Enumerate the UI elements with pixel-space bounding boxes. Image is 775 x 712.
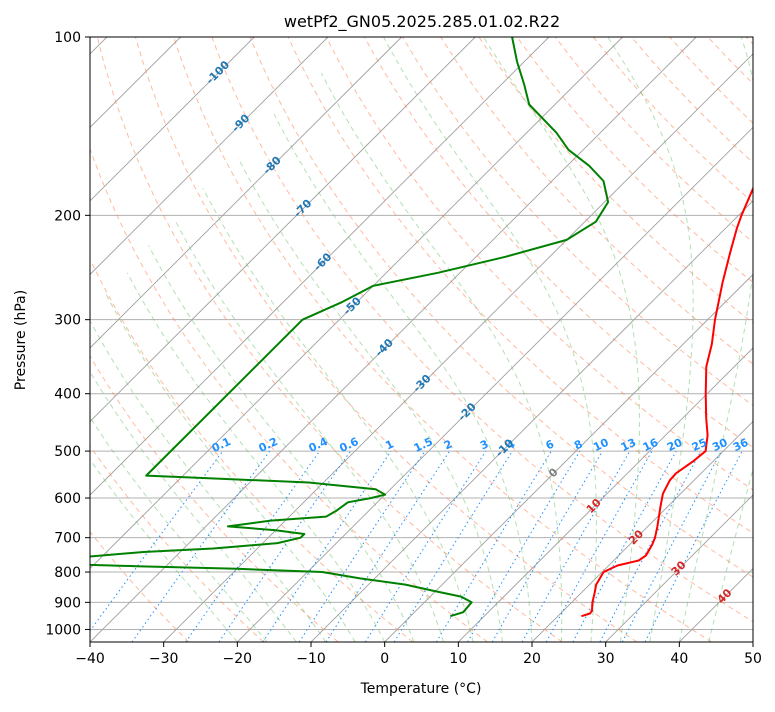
mixing-ratio-label: 0.4 [307, 435, 330, 455]
x-tick-label: 50 [744, 651, 762, 667]
moist-adiabat [85, 311, 326, 642]
dry-adiabat [441, 37, 775, 642]
y-tick-label: 1000 [45, 622, 81, 638]
isotherm-label: -90 [229, 111, 252, 134]
x-tick-label: 10 [449, 651, 467, 667]
moist-adiabat [176, 222, 444, 642]
mixing-ratio-label: 2 [442, 437, 454, 452]
moist-adiabat [49, 348, 266, 642]
isotherm-label: -80 [261, 154, 284, 177]
y-tick-label: 600 [54, 491, 81, 507]
dry-adiabat [0, 37, 263, 642]
mixing-ratio-line [468, 451, 580, 642]
isotherm-label: -100 [204, 58, 233, 87]
moist-adiabat [679, 37, 761, 642]
mixing-ratio-label: 0.6 [337, 435, 360, 455]
y-axis-title: Pressure (hPa) [13, 290, 29, 390]
y-tick-label: 500 [54, 444, 81, 460]
moist-adiabat [68, 332, 296, 642]
y-tick-label: 300 [54, 313, 81, 329]
x-tick-label: 20 [523, 651, 541, 667]
dry-adiabat [708, 37, 775, 642]
mixing-ratio-label: 6 [544, 437, 557, 452]
mixing-ratio-line [326, 451, 450, 642]
mixing-ratio-label: 1.5 [412, 435, 435, 455]
temperature-profile-line [581, 37, 775, 616]
mixing-ratio-line [263, 451, 391, 642]
mixing-ratio-line [645, 451, 742, 642]
moist-adiabat [709, 37, 775, 642]
isotherm-line [164, 37, 770, 642]
isotherm-line [458, 37, 775, 642]
isotherm-label: 30 [669, 558, 689, 578]
dry-adiabat [59, 37, 488, 642]
isotherm-line [311, 37, 775, 642]
dry-adiabat [212, 37, 775, 642]
mixing-ratio-label: 0.2 [257, 435, 280, 455]
isotherm-line [90, 37, 696, 642]
isotherm-label: -10 [493, 436, 516, 459]
y-tick-label: 200 [54, 208, 81, 224]
x-axis-title: Temperature (°C) [360, 681, 482, 697]
x-tick-label: −20 [223, 651, 253, 667]
y-tick-label: 700 [54, 531, 81, 547]
isotherm-line [0, 37, 254, 642]
y-tick-label: 900 [54, 595, 81, 611]
y-tick-label: 400 [54, 387, 81, 403]
isotherm-line [753, 37, 775, 642]
dry-adiabat [21, 37, 413, 642]
isotherm-label: -70 [291, 197, 314, 220]
chart-title: wetPf2_GN05.2025.285.01.02.R22 [284, 12, 560, 32]
moist-adiabat [608, 37, 693, 642]
dry-adiabat [746, 37, 775, 642]
dry-adiabat [517, 37, 775, 642]
mixing-ratio-label: 1 [383, 437, 395, 452]
mixing-ratio-line [394, 451, 512, 642]
x-tick-label: −10 [296, 651, 326, 667]
isotherm-line [679, 37, 775, 642]
isotherm-line [237, 37, 775, 642]
dry-adiabat [670, 37, 775, 642]
moist-adiabat [384, 37, 597, 642]
dry-adiabat [555, 37, 775, 642]
mixing-ratio-label: 3 [478, 437, 490, 452]
y-tick-label: 100 [54, 30, 81, 46]
axes: −40 −30 −20 −10 0 10 20 30 40 50 1000 900 800 700 600 5… [45, 30, 762, 667]
mixing-ratio-label: 0.1 [210, 435, 233, 455]
isotherm-label: -60 [311, 250, 334, 273]
plot-frame [90, 37, 753, 642]
y-tick-label: 800 [54, 565, 81, 581]
isotherm-line [0, 37, 402, 642]
x-tick-label: 30 [597, 651, 615, 667]
x-tick-label: 0 [380, 651, 389, 667]
x-tick-label: −30 [149, 651, 179, 667]
dry-adiabat [593, 37, 775, 642]
mixing-ratio-line [365, 451, 486, 642]
isotherm-label: 10 [584, 496, 604, 516]
dry-adiabat [479, 37, 775, 642]
x-tick-label: −40 [75, 651, 105, 667]
x-tick-label: 40 [670, 651, 688, 667]
mixing-ratio-line [522, 451, 630, 642]
isotherm-label: 20 [626, 527, 646, 547]
moist-adiabat [321, 73, 561, 642]
isotherm-label: -20 [456, 400, 479, 423]
isotherm-line [532, 37, 775, 642]
mixing-ratio-line [82, 451, 223, 642]
isotherm-line [16, 37, 622, 642]
